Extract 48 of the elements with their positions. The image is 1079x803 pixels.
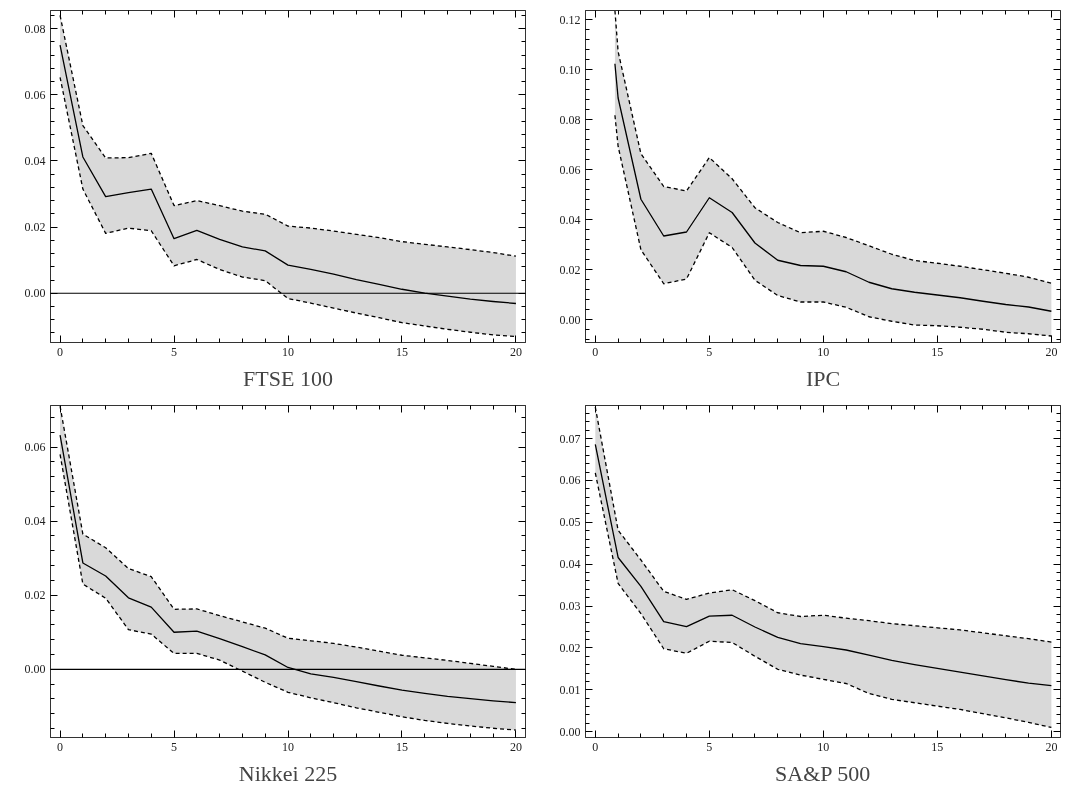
x-tick-label: 10 bbox=[282, 739, 294, 754]
y-tick-label: 0.04 bbox=[24, 514, 46, 529]
x-tick-label: 5 bbox=[171, 344, 178, 359]
y-tick-label: 0.10 bbox=[559, 62, 581, 77]
x-tick-label: 0 bbox=[592, 344, 599, 359]
y-tick-label: 0.04 bbox=[24, 153, 46, 168]
x-tick-label: 20 bbox=[1045, 739, 1058, 754]
y-tick-label: 0.03 bbox=[559, 599, 581, 614]
x-tick-label: 20 bbox=[509, 344, 522, 359]
text: Nikkei 225 bbox=[238, 760, 338, 786]
x-tick-label: 15 bbox=[395, 344, 408, 359]
x-tick-label: 0 bbox=[57, 739, 64, 754]
y-tick-label: 0.02 bbox=[559, 640, 581, 655]
y-tick-label: 0.02 bbox=[24, 588, 46, 603]
x-tick-label: 5 bbox=[706, 344, 713, 359]
y-tick-label: 0.06 bbox=[559, 473, 581, 488]
y-tick-label: 0.00 bbox=[24, 662, 46, 677]
y-tick-label: 0.00 bbox=[24, 286, 46, 301]
y-tick-label: 0.06 bbox=[24, 440, 46, 454]
y-tick-label: 0.07 bbox=[559, 431, 581, 446]
text: SA&P 500 bbox=[775, 760, 871, 786]
x-tick-label: 10 bbox=[817, 344, 830, 359]
text: FTSE 100 bbox=[243, 365, 333, 391]
x-tick-label: 20 bbox=[509, 739, 522, 754]
x-tick-label: 15 bbox=[395, 739, 408, 754]
y-tick-label: 0.01 bbox=[559, 682, 581, 697]
y-tick-label: 0.02 bbox=[559, 262, 581, 277]
x-tick-label: 5 bbox=[171, 739, 178, 754]
x-tick-label: 15 bbox=[931, 739, 944, 754]
y-tick-label: 0.12 bbox=[559, 12, 581, 27]
x-tick-label: 5 bbox=[706, 739, 713, 754]
x-tick-label: 0 bbox=[57, 344, 64, 359]
y-tick-label: 0.02 bbox=[24, 220, 46, 235]
x-tick-label: 15 bbox=[931, 344, 944, 359]
x-tick-label: 0 bbox=[592, 739, 599, 754]
y-tick-label: 0.06 bbox=[24, 87, 46, 102]
y-tick-label: 0.00 bbox=[559, 312, 581, 327]
text: IPC bbox=[805, 365, 841, 391]
x-tick-label: 10 bbox=[282, 344, 294, 359]
y-tick-label: 0.06 bbox=[559, 162, 581, 177]
y-tick-label: 0.05 bbox=[559, 515, 581, 530]
y-tick-label: 0.04 bbox=[559, 212, 581, 227]
y-tick-label: 0.08 bbox=[559, 112, 581, 127]
y-tick-label: 0.08 bbox=[24, 21, 46, 36]
x-tick-label: 20 bbox=[1045, 344, 1058, 359]
y-tick-label: 0.00 bbox=[559, 724, 581, 739]
x-tick-label: 10 bbox=[817, 739, 830, 754]
y-tick-label: 0.04 bbox=[559, 557, 581, 572]
